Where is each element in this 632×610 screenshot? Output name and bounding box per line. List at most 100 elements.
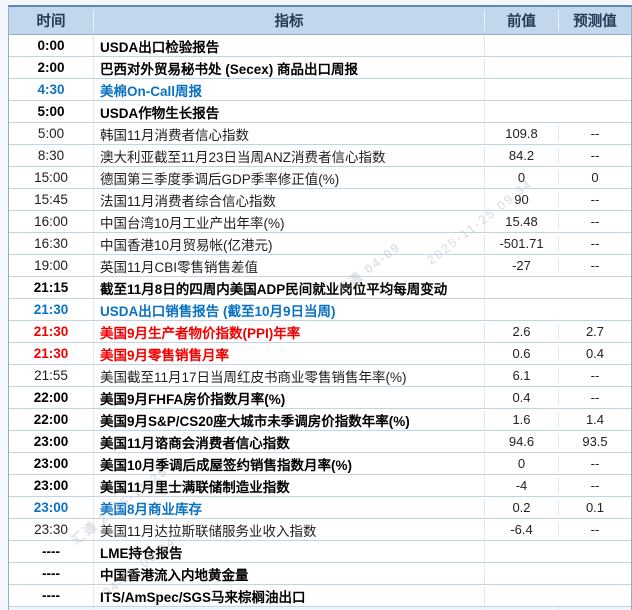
calendar-event-row[interactable]: 19:00 英国11月CBI零售销售差值 -27 -- [9,255,631,277]
event-forecast-value: 2.7 [585,324,605,339]
event-forecast-value: -- [590,148,600,163]
event-previous-value: 90 [485,192,559,207]
event-time: 15:45 [34,192,68,207]
calendar-event-row[interactable]: 16:30 中国香港10月贸易帐(亿港元) -501.71 -- [9,233,631,255]
event-time: 21:55 [34,368,68,383]
calendar-event-row[interactable]: 23:00 美国10月季调后成屋签约销售指数月率(%) 0 -- [9,453,631,475]
column-header-previous: 前值 [485,10,559,31]
event-previous-value: 0.2 [485,500,559,515]
event-time: 16:00 [34,214,68,229]
event-indicator: 美国10月季调后成屋签约销售指数月率(%) [93,453,485,474]
event-time: 21:30 [33,324,69,339]
event-indicator: USDA出口销售报告 (截至10月9日当周) [93,299,485,320]
event-indicator: 英国11月CBI零售销售差值 [93,255,485,276]
event-indicator: LME持仓报告 [93,541,485,562]
event-indicator: ITS/AmSpec/SGS马来棕榈油出口 [93,585,485,606]
event-indicator: 美国9月零售销售月率 [93,343,485,364]
event-indicator: 美棉On-Call周报 [93,79,485,100]
event-forecast-value: -- [590,258,600,273]
event-time: ---- [42,566,60,581]
event-time: 5:00 [37,126,65,141]
event-time: 5:00 [37,104,65,119]
partial-cell [559,607,631,610]
partial-cell [93,607,485,610]
calendar-event-row[interactable]: ---- 中国香港流入内地黄金量 [9,563,631,585]
calendar-event-row[interactable]: 22:00 美国9月S&P/CS20座大城市未季调房价指数年率(%) 1.6 1… [9,409,631,431]
event-previous-value: -501.71 [485,236,559,251]
calendar-event-row[interactable]: 0:00 USDA出口检验报告 [9,35,631,57]
event-previous-value: 0 [485,456,559,471]
event-previous-value: 84.2 [485,148,559,163]
calendar-event-row[interactable]: 21:30 美国9月零售销售月率 0.6 0.4 [9,343,631,365]
calendar-event-row[interactable]: 15:45 法国11月消费者综合信心指数 90 -- [9,189,631,211]
calendar-event-row[interactable]: 21:30 美国9月生产者物价指数(PPI)年率 2.6 2.7 [9,321,631,343]
event-time: 23:30 [34,522,68,537]
event-forecast-value: 0.4 [585,346,605,361]
event-indicator: 截至11月8日的四周内美国ADP民间就业岗位平均每周变动 [93,277,485,298]
event-time: 16:30 [34,236,68,251]
event-indicator: 美国9月FHFA房价指数月率(%) [93,387,485,408]
calendar-event-row[interactable]: 2:00 巴西对外贸易秘书处 (Secex) 商品出口周报 [9,57,631,79]
event-time: 23:00 [33,500,69,515]
event-previous-value: -27 [485,258,559,273]
event-forecast-value: -- [590,368,600,383]
event-indicator: USDA作物生长报告 [93,101,485,122]
event-previous-value: 0 [485,170,559,185]
event-indicator: 中国香港流入内地黄金量 [93,563,485,584]
calendar-event-row[interactable]: ---- ITS/AmSpec/SGS马来棕榈油出口 [9,585,631,607]
event-previous-value: 0.4 [485,390,559,405]
calendar-event-row[interactable]: 21:15 截至11月8日的四周内美国ADP民间就业岗位平均每周变动 [9,277,631,299]
calendar-event-row[interactable]: 23:00 美国11月谘商会消费者信心指数 94.6 93.5 [9,431,631,453]
calendar-event-row[interactable]: 21:55 美国截至11月17日当周红皮书商业零售销售年率(%) 6.1 -- [9,365,631,387]
event-indicator: 美国11月达拉斯联储服务业收入指数 [93,519,485,540]
column-header-time: 时间 [36,14,66,30]
event-time: 8:30 [37,148,65,163]
event-forecast-value: 0.1 [585,500,605,515]
event-time: ---- [42,544,60,559]
calendar-event-row[interactable]: 16:00 中国台湾10月工业产出年率(%) 15.48 -- [9,211,631,233]
event-forecast-value: 1.4 [585,412,605,427]
calendar-event-row[interactable]: 22:00 美国9月FHFA房价指数月率(%) 0.4 -- [9,387,631,409]
event-indicator: 韩国11月消费者信心指数 [93,123,485,144]
event-forecast-value: -- [590,522,600,537]
event-indicator: 澳大利亚截至11月23日当周ANZ消费者信心指数 [93,145,485,166]
calendar-event-row[interactable]: 21:30 USDA出口销售报告 (截至10月9日当周) [9,299,631,321]
event-previous-value: 2.6 [485,324,559,339]
calendar-event-row[interactable]: 5:00 韩国11月消费者信心指数 109.8 -- [9,123,631,145]
event-forecast-value: -- [590,456,600,471]
event-indicator: 美国9月S&P/CS20座大城市未季调房价指数年率(%) [93,409,485,430]
column-header-indicator: 指标 [93,10,485,31]
event-forecast-value: 93.5 [582,434,608,449]
event-indicator: 巴西对外贸易秘书处 (Secex) 商品出口周报 [93,57,485,78]
column-header-forecast: 预测值 [573,14,617,30]
event-time: 4:30 [37,82,65,97]
event-previous-value: -6.4 [485,522,559,537]
event-previous-value: 0.6 [485,346,559,361]
event-indicator: 中国台湾10月工业产出年率(%) [93,211,485,232]
calendar-event-row[interactable]: 8:30 澳大利亚截至11月23日当周ANZ消费者信心指数 84.2 -- [9,145,631,167]
calendar-event-row[interactable]: 23:00 美国8月商业库存 0.2 0.1 [9,497,631,519]
event-forecast-value: -- [590,192,600,207]
event-previous-value: 94.6 [485,434,559,449]
event-time: 15:00 [34,170,68,185]
event-time: 22:00 [33,390,69,405]
calendar-event-row[interactable]: ---- LME持仓报告 [9,541,631,563]
event-previous-value: 1.6 [485,412,559,427]
event-time: 21:15 [33,280,69,295]
event-time: 23:00 [33,456,69,471]
event-forecast-value: -- [590,214,600,229]
event-previous-value: -4 [485,478,559,493]
calendar-event-row[interactable]: 4:30 美棉On-Call周报 [9,79,631,101]
event-forecast-value: -- [590,390,600,405]
calendar-event-row[interactable]: 23:00 美国11月里士满联储制造业指数 -4 -- [9,475,631,497]
calendar-event-row[interactable]: 5:00 USDA作物生长报告 [9,101,631,123]
calendar-event-row[interactable]: 15:00 德国第三季度季调后GDP季率修正值(%) 0 0 [9,167,631,189]
event-indicator: 法国11月消费者综合信心指数 [93,189,485,210]
event-indicator: 美国11月里士满联储制造业指数 [93,475,485,496]
event-indicator: 中国香港10月贸易帐(亿港元) [93,233,485,254]
calendar-event-row[interactable]: 23:30 美国11月达拉斯联储服务业收入指数 -6.4 -- [9,519,631,541]
event-forecast-value: -- [590,126,600,141]
event-indicator: 美国8月商业库存 [93,497,485,518]
event-previous-value: 6.1 [485,368,559,383]
event-time: 2:00 [37,60,65,75]
